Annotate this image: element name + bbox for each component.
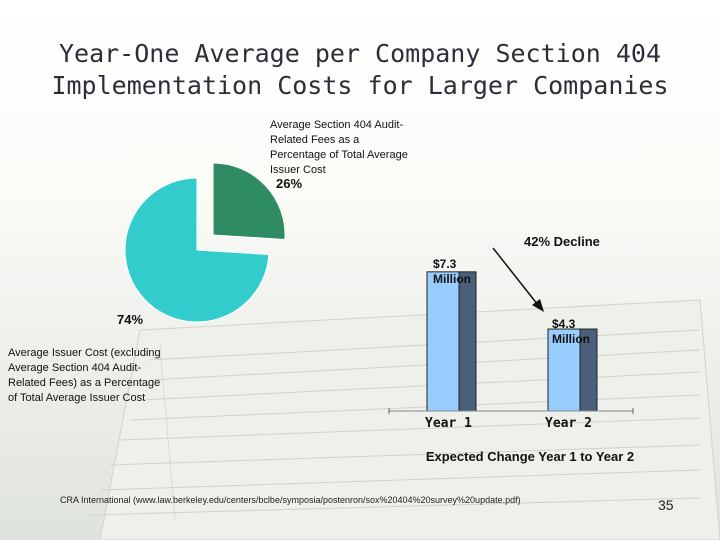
bar-chart-caption: Expected Change Year 1 to Year 2 (425, 449, 635, 464)
pie-slice-audit-fees (212, 162, 286, 240)
bar-value-label-year-1: $7.3 Million (433, 257, 471, 287)
bar-shadow-year-1 (458, 271, 477, 412)
bar-value-year-1-amount: $7.3 (433, 257, 457, 271)
bar-value-year-1-unit: Million (433, 272, 471, 286)
pie-slice-label-audit-fees: Average Section 404 Audit-Related Fees a… (270, 119, 408, 176)
source-citation: CRA International (www.law.berkeley.edu/… (60, 495, 521, 505)
pie-slice-issuer-cost (124, 177, 270, 323)
pie-chart (124, 162, 286, 323)
title-line-2: Implementation Costs for Larger Companie… (51, 71, 669, 100)
decline-annotation: 42% Decline (524, 234, 600, 249)
pie-slice-value-issuer-cost: 74% (117, 312, 144, 327)
bar-value-year-2-amount: $4.3 (552, 317, 576, 331)
bar-value-year-2-unit: Million (552, 332, 590, 346)
x-tick-label-year-2: Year 2 (545, 416, 592, 431)
pie-slice-value-audit-fees: 26% (276, 176, 303, 191)
bar-chart (388, 247, 634, 414)
x-tick-label-year-1: Year 1 (425, 416, 472, 431)
slide-title: Year-One Average per Company Section 404… (40, 38, 680, 102)
title-line-1: Year-One Average per Company Section 404 (58, 39, 662, 68)
decline-arrow (492, 247, 539, 306)
pie-slice-label-issuer-cost: Average Issuer Cost (excluding Average S… (8, 347, 161, 404)
slide-number: 35 (658, 497, 674, 513)
bar-year-1 (426, 271, 460, 412)
bar-value-label-year-2: $4.3 Million (552, 317, 590, 347)
decline-arrowhead (532, 299, 544, 312)
